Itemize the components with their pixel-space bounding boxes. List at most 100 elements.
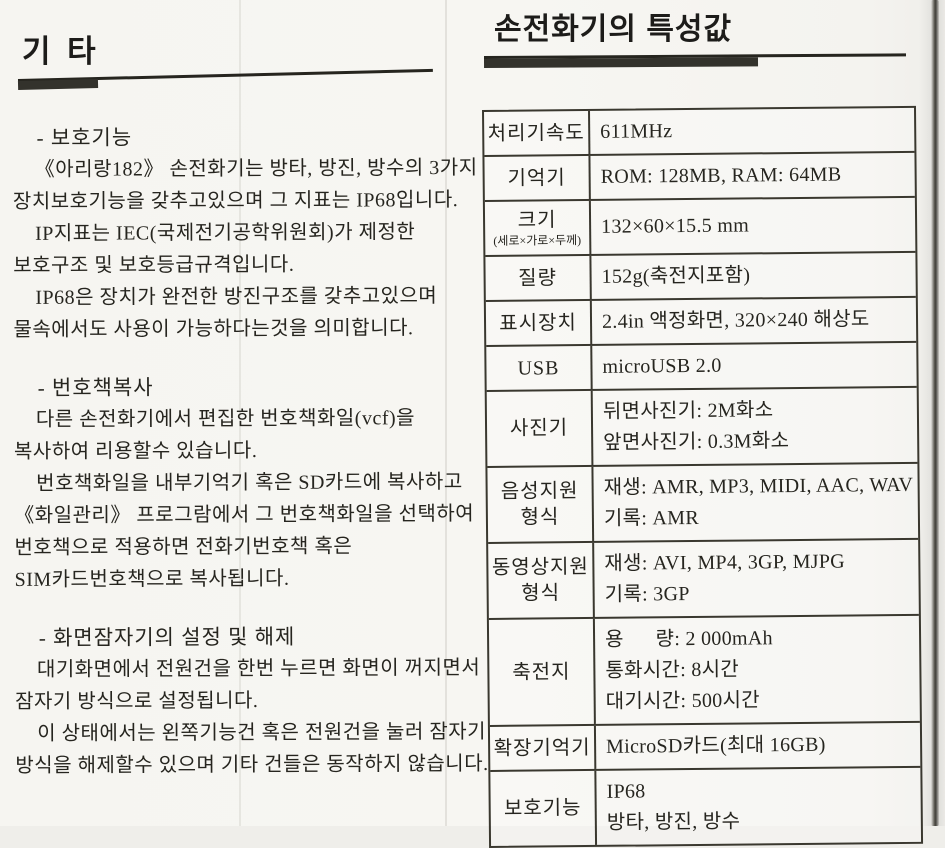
section-heading: - 번호책복사 (37, 375, 154, 400)
row-label-subtext: (세로×가로×두께) (493, 233, 582, 248)
page-edge-line (931, 0, 939, 826)
paragraph: IP지표는 IEC(국제전기공학위원회)가 제정한 보호구조 및 보호등급규격입니… (13, 216, 463, 282)
row-value-text: 152g(축전지포함) (601, 264, 751, 288)
row-value-text: 대기시간: 500시간 (605, 689, 761, 713)
row-value-text: ROM: 128MB, RAM: 64MB (600, 163, 842, 188)
paragraph-line: 복사하여 리용할수 있습니다. (13, 439, 258, 463)
row-label-cell: 크기 (세로×가로×두께) (484, 200, 592, 255)
row-value-text: MicroSD카드(최대 16GB) (606, 733, 826, 758)
row-value-text: IP68 (606, 780, 646, 803)
paragraph-line: SIM카드번호책으로 복사됩니다. (14, 567, 290, 591)
row-value-text: 611MHz (600, 120, 673, 143)
left-title-rule (14, 68, 464, 90)
paragraph: 번호책화일을 내부기억기 혹은 SD카드에 복사하고 《화일관리》 프로그람에서 … (14, 466, 475, 596)
text-section-0: - 보호기능 《아리랑182》 손전화기는 방타, 방진, 방수의 3가지 장치보호… (13, 120, 478, 346)
spec-table: 처리기속도 611MHz 기억기 ROM: 128MB, RAM: 64MB 크기 (세로… (482, 105, 924, 848)
right-title-rule (480, 50, 930, 68)
table-row: 질량 152g(축전지포함) (485, 252, 916, 302)
row-value-cell: 재생: AVI, MP4, 3GP, MJPG 기록: 3GP (594, 540, 919, 617)
row-value-cell: 611MHz (590, 108, 914, 154)
table-row: 축전지 용 량: 2 000mAh 통화시간: 8시간 대기시간: 500시간 (488, 615, 920, 727)
paragraph-line: 번호책으로 적용하면 전화기번호책 혹은 (14, 535, 353, 559)
row-label-cell: USB (486, 345, 593, 390)
left-body-text: - 보호기능 《아리랑182》 손전화기는 방타, 방진, 방수의 3가지 장치보호… (13, 120, 489, 782)
row-value-text: 앞면사진기: 0.3M화소 (603, 430, 790, 454)
right-title-rule-thick-bar (483, 57, 759, 68)
row-value-text: 기록: AMR (603, 506, 700, 530)
row-value-cell: MicroSD카드(최대 16GB) (596, 723, 920, 769)
paragraph-line: 다른 손전화기에서 편집한 번호책화일(vcf)을 (35, 407, 416, 431)
paragraph-line: 《화일관리》 프로그람에서 그 번호책화일을 선택하여 (14, 502, 475, 527)
row-value-text: 132×60×15.5 mm (601, 214, 750, 238)
row-label-text: USB (517, 356, 560, 380)
row-label-cell: 표시장치 (485, 300, 593, 345)
row-value-text: 뒤면사진기: 2M화소 (602, 399, 774, 423)
row-value-text: 재생: AVI, MP4, 3GP, MJPG (604, 550, 846, 575)
row-label-text: 표시장치 (499, 311, 577, 335)
row-label-text: 동영상지원 (491, 555, 589, 579)
row-value-text: 용 량: 2 000mAh (604, 627, 773, 651)
section-heading: - 화면잠자기의 설정 및 해제 (38, 624, 296, 650)
row-label-cell: 확장기억기 (489, 725, 597, 770)
row-label-cell: 처리기속도 (484, 110, 591, 155)
row-label-text: 크기 (517, 209, 557, 232)
row-label-cell: 사진기 (486, 390, 594, 466)
row-value-cell: microUSB 2.0 (592, 343, 916, 389)
row-value-cell: 용 량: 2 000mAh 통화시간: 8시간 대기시간: 500시간 (595, 616, 920, 724)
row-label-text: 음성지원 (500, 480, 579, 503)
row-value-cell: ROM: 128MB, RAM: 64MB (590, 153, 914, 199)
row-label-text: 보호기능 (503, 797, 582, 820)
row-label-text: 축전지 (512, 660, 571, 684)
table-row: 보호기능 IP68 방타, 방진, 방수 (490, 768, 921, 846)
left-title-rule-thick-bar (17, 79, 99, 90)
paragraph: 《아리랑182》 손전화기는 방타, 방진, 방수의 3가지 장치보호기능을 갖추… (13, 152, 478, 218)
right-column: 손전화기의 특성값 처리기속도 611MHz 기억기 ROM: 128MB, RAM:… (480, 4, 930, 848)
row-label-text: 형식 (521, 582, 561, 605)
paragraph-line: 물속에서도 사용이 가능하다는것을 의미합니다. (13, 317, 414, 341)
left-column: 기 타 - 보호기능 《아리랑182》 손전화기는 방타, 방진, 방수의 3가지… (13, 26, 489, 807)
row-value-cell: IP68 방타, 방진, 방수 (596, 768, 921, 845)
row-value-text: 재생: AMR, MP3, MIDI, AAC, WAV (603, 473, 914, 499)
table-row: 기억기 ROM: 128MB, RAM: 64MB (484, 152, 915, 202)
paragraph-line: 이 상태에서는 왼쪽기능건 혹은 전원건을 눌러 잠자기 (37, 720, 487, 745)
row-label-text: 확장기억기 (493, 736, 591, 760)
paragraph-line: 대기화면에서 전원건을 한번 누르면 화면이 꺼지면서 (36, 656, 481, 681)
row-label-text: 사진기 (509, 417, 569, 440)
row-label-cell: 질량 (485, 255, 592, 300)
row-value-text: 2.4in 액정화면, 320×240 해상도 (601, 308, 870, 333)
table-row: 확장기억기 MicroSD카드(최대 16GB) (489, 722, 921, 772)
table-row: 표시장치 2.4in 액정화면, 320×240 해상도 (485, 297, 917, 347)
table-row: 처리기속도 611MHz (484, 107, 915, 157)
row-label-text: 질량 (518, 266, 558, 290)
paragraph-line: 번호책화일을 내부기억기 혹은 SD카드에 복사하고 (36, 471, 463, 495)
row-label-cell: 축전지 (488, 618, 596, 725)
paragraph-line: 잠자기 방식으로 설정됩니다. (15, 689, 259, 713)
row-value-text: 기록: 3GP (604, 583, 690, 606)
row-value-cell: 2.4in 액정화면, 320×240 해상도 (592, 298, 916, 344)
table-row: 크기 (세로×가로×두께) 132×60×15.5 mm (484, 197, 916, 257)
row-label-text: 처리기속도 (487, 121, 585, 145)
paragraph-line: 보호구조 및 보호등급규격입니다. (13, 253, 295, 277)
row-value-cell: 재생: AMR, MP3, MIDI, AAC, WAV 기록: AMR (593, 464, 918, 541)
left-section-title: 기 타 (22, 34, 100, 69)
paragraph: 이 상태에서는 왼쪽기능건 혹은 전원건을 눌러 잠자기 방식을 해제할수 있으며… (15, 716, 488, 782)
row-value-cell: 152g(축전지포함) (591, 253, 915, 299)
paragraph-line: IP68은 장치가 완전한 방진구조를 갖추고있으며 (35, 285, 438, 309)
row-label-text: 형식 (520, 506, 560, 529)
row-label-cell: 보호기능 (490, 770, 598, 846)
paragraph-line: 《아리랑182》 손전화기는 방타, 방진, 방수의 3가지 (34, 156, 478, 181)
table-row: USB microUSB 2.0 (486, 342, 917, 392)
row-label-text: 기억기 (507, 166, 566, 190)
row-value-text: 방타, 방진, 방수 (606, 810, 741, 834)
